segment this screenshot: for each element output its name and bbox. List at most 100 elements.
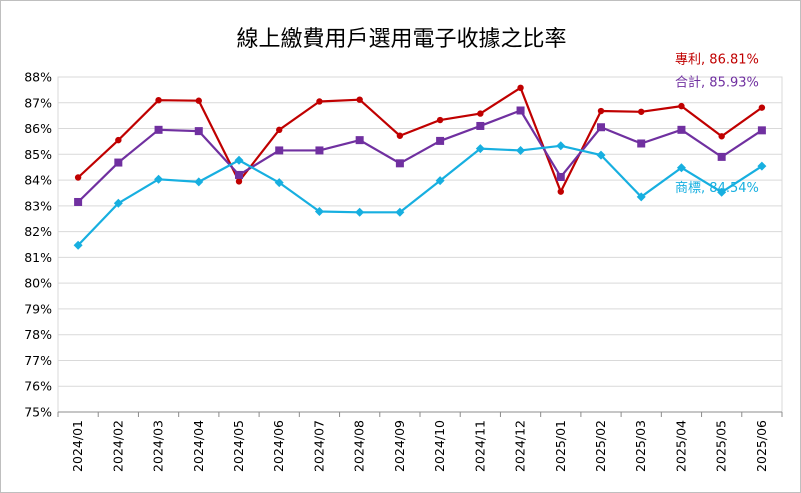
data-point <box>154 174 164 184</box>
series-line <box>77 144 763 247</box>
data-point <box>436 136 445 145</box>
x-tick-label: 2025/05 <box>714 420 729 472</box>
data-point <box>276 126 283 134</box>
data-point <box>596 150 606 160</box>
data-point <box>195 97 202 104</box>
y-tick-label: 82% <box>24 224 52 239</box>
data-point <box>395 207 405 217</box>
y-tick-label: 77% <box>24 353 52 368</box>
data-point <box>113 198 123 208</box>
data-point <box>315 146 324 155</box>
data-point <box>556 141 566 151</box>
data-point <box>516 106 525 115</box>
data-point <box>395 159 404 168</box>
data-point <box>676 163 686 173</box>
y-tick-label: 84% <box>24 173 52 188</box>
data-point <box>314 207 324 217</box>
data-point <box>235 178 243 185</box>
x-tick-label: 2024/04 <box>191 420 206 472</box>
data-point <box>234 155 244 165</box>
data-point <box>597 107 605 115</box>
data-point <box>757 126 766 135</box>
data-point <box>194 127 203 136</box>
x-tick-label: 2024/02 <box>110 420 125 472</box>
y-tick-label: 76% <box>24 379 52 394</box>
data-point <box>154 125 163 134</box>
y-tick-label: 86% <box>24 121 52 136</box>
data-point <box>517 84 524 92</box>
y-axis: 75% 76% 77% 78% 79% 80% 81% 82% 83% 84% 85% 86% 87% 8… <box>24 70 59 420</box>
data-point <box>355 207 365 217</box>
x-tick-label: 2025/01 <box>553 420 568 472</box>
data-point <box>235 170 243 179</box>
x-tick-label: 2025/03 <box>633 420 648 472</box>
series-專利: 專利, 86.81% <box>74 53 766 195</box>
data-point <box>757 161 767 171</box>
series-label: 專利, 86.81% <box>675 53 759 68</box>
data-point <box>114 158 123 167</box>
series-label: 商標, 84.54% <box>675 181 759 196</box>
y-tick-label: 78% <box>24 327 52 342</box>
series-line <box>77 86 763 193</box>
data-point <box>758 104 766 111</box>
data-point <box>597 123 605 132</box>
data-point <box>475 144 485 154</box>
x-tick-label: 2024/12 <box>513 420 528 472</box>
x-tick-label: 2025/04 <box>673 420 688 472</box>
data-point <box>274 178 284 188</box>
data-point <box>717 152 726 161</box>
series-合計: 合計, 85.93% <box>74 74 766 206</box>
x-tick-label: 2024/07 <box>311 420 326 472</box>
data-point <box>194 177 204 187</box>
chart-title: 線上繳費用戶選用電子收據之比率 <box>236 27 567 52</box>
x-tick-label: 2024/03 <box>151 420 166 472</box>
data-point <box>516 145 526 155</box>
x-tick-label: 2024/10 <box>432 420 447 472</box>
x-tick-label: 2025/02 <box>593 420 608 472</box>
data-point <box>638 108 645 115</box>
x-tick-label: 2024/11 <box>472 420 487 472</box>
x-tick-label: 2024/01 <box>70 420 85 472</box>
data-point <box>396 132 404 139</box>
data-point <box>155 96 162 104</box>
x-tick-label: 2024/05 <box>231 420 246 472</box>
data-point <box>73 240 83 250</box>
data-point <box>356 96 363 103</box>
x-tick-label: 2024/06 <box>271 420 286 472</box>
data-point <box>637 139 646 148</box>
series-商標: 商標, 84.54% <box>73 141 767 250</box>
series-label: 合計, 85.93% <box>675 74 759 90</box>
y-tick-label: 87% <box>24 95 52 110</box>
data-point <box>74 174 82 181</box>
data-point <box>275 146 284 155</box>
data-point <box>556 172 565 181</box>
data-point <box>435 176 445 186</box>
data-point <box>678 102 685 110</box>
data-point <box>436 116 444 124</box>
data-point <box>355 136 364 145</box>
y-tick-label: 75% <box>24 405 52 420</box>
y-tick-label: 80% <box>24 276 52 291</box>
y-tick-label: 81% <box>24 250 52 265</box>
data-point <box>557 188 564 195</box>
y-tick-label: 88% <box>24 70 52 85</box>
data-point <box>677 125 686 134</box>
data-point <box>316 98 323 105</box>
data-point <box>477 110 484 117</box>
y-tick-label: 83% <box>24 198 52 213</box>
data-point <box>717 187 727 197</box>
data-point <box>74 197 83 206</box>
y-tick-label: 79% <box>24 301 52 316</box>
x-tick-label: 2024/08 <box>352 420 367 472</box>
y-tick-label: 85% <box>24 147 52 162</box>
x-tick-label: 2024/09 <box>392 420 407 472</box>
data-point <box>115 136 122 144</box>
x-axis: 2024/01 2024/02 2024/03 2024/04 2024/05 2024/… <box>57 411 783 472</box>
data-point <box>636 192 646 202</box>
data-point <box>476 121 485 130</box>
data-point <box>718 133 725 140</box>
series-line <box>77 109 763 203</box>
x-tick-label: 2025/06 <box>754 420 769 472</box>
